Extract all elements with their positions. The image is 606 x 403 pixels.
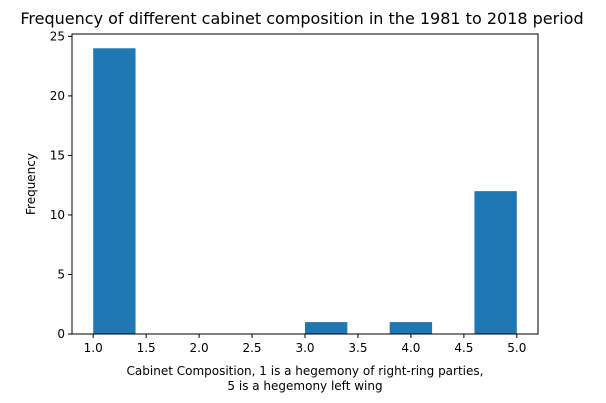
y-tick-label: 15: [50, 148, 65, 162]
x-axis-label-line-1: Cabinet Composition, 1 is a hegemony of …: [127, 364, 484, 378]
y-tick-label: 25: [50, 29, 65, 43]
bars-group: [93, 48, 517, 335]
chart-title: Frequency of different cabinet compositi…: [20, 9, 583, 28]
x-tick-label: 4.0: [401, 341, 420, 355]
plot-frame: [71, 33, 539, 335]
x-tick-label: 3.0: [295, 341, 314, 355]
y-axis-label: Frequency: [24, 153, 38, 215]
x-tick-label: 5.0: [507, 341, 526, 355]
x-tick-label: 2.5: [242, 341, 261, 355]
y-tick-label: 0: [57, 327, 65, 341]
y-axis: 0 5 10 15 20 25: [50, 29, 72, 341]
y-tick-label: 10: [50, 208, 65, 222]
x-axis-label-line-2: 5 is a hegemony left wing: [227, 379, 382, 393]
y-tick-label: 5: [57, 267, 65, 281]
x-tick-label: 3.5: [348, 341, 367, 355]
x-tick-label: 1.0: [84, 341, 103, 355]
x-tick-label: 2.0: [190, 341, 209, 355]
x-tick-label: 1.5: [137, 341, 156, 355]
x-axis: 1.0 1.5 2.0 2.5 3.0 3.5 4.0 4.5 5.0: [84, 334, 526, 355]
histogram-bar-9: [474, 191, 517, 334]
x-tick-label: 4.5: [454, 341, 473, 355]
y-tick-label: 20: [50, 89, 65, 103]
histogram-bar-5: [305, 322, 348, 334]
histogram-bar-7: [389, 322, 433, 334]
histogram-bar-0: [93, 48, 136, 335]
